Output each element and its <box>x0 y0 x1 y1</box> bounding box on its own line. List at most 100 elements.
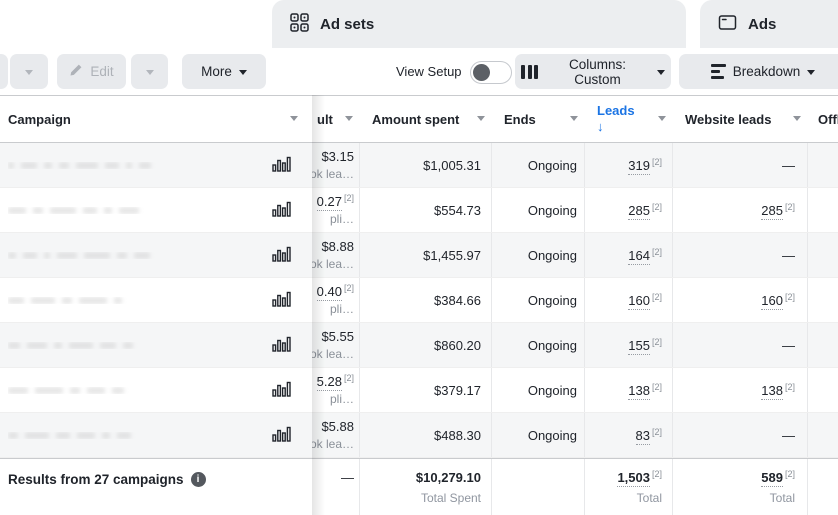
table-row[interactable]: 0.40 [2] pli… $384.66 Ongoing 160 [2] 160 [2] <box>0 278 838 323</box>
sort-descending-icon: ↓ <box>597 119 604 134</box>
tab-campaigns-active[interactable] <box>0 0 268 48</box>
clipped-toolbar-button[interactable] <box>0 54 8 89</box>
column-header-campaign[interactable]: Campaign <box>0 96 312 142</box>
view-charts-icon[interactable] <box>272 336 292 355</box>
view-charts-icon[interactable] <box>272 201 292 220</box>
more-button[interactable]: More <box>182 54 266 89</box>
tab-ad-sets-label: Ad sets <box>320 15 375 33</box>
footnote-ref: [2] <box>784 381 795 392</box>
cell-value[interactable]: 160 <box>761 292 783 310</box>
cell-value[interactable]: 138 <box>628 382 650 400</box>
view-charts-icon[interactable] <box>272 156 292 175</box>
columns-button[interactable]: Columns: Custom <box>515 54 671 89</box>
cell-value[interactable]: 319 <box>628 157 650 175</box>
table-row[interactable]: $5.55 ok lea… $860.20 Ongoing 155 [2] — <box>0 323 838 368</box>
view-charts-icon[interactable] <box>272 291 292 310</box>
toggle-knob <box>473 64 490 81</box>
column-header-offline[interactable]: Offl <box>808 96 838 142</box>
cell-value[interactable]: 164 <box>628 247 650 265</box>
column-header-amount-spent[interactable]: Amount spent <box>360 96 492 142</box>
cell-value[interactable]: 5.28 <box>316 374 342 391</box>
campaign-cell[interactable] <box>0 188 312 232</box>
cell-value[interactable]: 0.40 <box>316 284 342 301</box>
ads-icon <box>718 13 737 36</box>
tab-ads[interactable]: Ads <box>700 0 838 48</box>
website-leads-cell: 285 [2] <box>673 188 808 232</box>
cell-value[interactable]: 138 <box>761 382 783 400</box>
table-row[interactable]: $8.88 ok lea… $1,455.97 Ongoing 164 [2] — <box>0 233 838 278</box>
column-label: Website leads <box>685 111 772 127</box>
table-row[interactable]: $5.88 ok lea… $488.30 Ongoing 83 [2] — <box>0 413 838 458</box>
leads-total[interactable]: 1,503 <box>617 470 650 487</box>
view-setup-toggle[interactable] <box>470 61 512 84</box>
table-row[interactable]: 0.27 [2] pli… $554.73 Ongoing 285 [2] 285 [2] <box>0 188 838 233</box>
chevron-down-icon <box>345 116 353 125</box>
cost-per-result-cell: $8.88 ok lea… <box>312 233 360 277</box>
cell-value[interactable]: 285 <box>628 202 650 220</box>
cost-per-result-cell: 0.40 [2] pli… <box>312 278 360 322</box>
amount-spent-total: $10,279.10 <box>415 470 481 485</box>
cell-value: — <box>782 427 795 443</box>
campaign-cell[interactable] <box>0 233 312 277</box>
result-type-caption: pli… <box>329 392 354 406</box>
offline-leads-cell <box>808 323 838 367</box>
column-label: Leads <box>597 103 635 119</box>
website-leads-cell: — <box>673 413 808 457</box>
column-label: Campaign <box>8 111 71 127</box>
table-row[interactable]: $3.15 ok lea… $1,005.31 Ongoing 319 [2] — <box>0 143 838 188</box>
cell-value: — <box>782 157 795 173</box>
footnote-ref: [2] <box>651 291 662 302</box>
edit-button[interactable]: Edit <box>57 54 126 89</box>
footnote-ref: [2] <box>343 193 354 203</box>
result-type-caption: ok lea… <box>312 257 354 271</box>
cell-value: Ongoing <box>527 157 577 173</box>
table-footer: Results from 27 campaigns i — $10,279.10… <box>0 458 838 515</box>
campaign-cell[interactable] <box>0 413 312 457</box>
info-icon[interactable]: i <box>190 471 206 487</box>
cell-value[interactable]: 285 <box>761 202 783 220</box>
view-charts-icon[interactable] <box>272 381 292 400</box>
website-leads-total-caption: Total <box>769 491 795 505</box>
toolbar-dropdown-button[interactable] <box>10 54 48 89</box>
cell-value: $1,455.97 <box>423 247 481 263</box>
column-header-ends[interactable]: Ends <box>492 96 585 142</box>
leads-cell: 138 [2] <box>585 368 673 412</box>
cost-total: — <box>341 470 354 485</box>
cell-value: $5.88 <box>321 419 354 434</box>
cell-value: Ongoing <box>527 247 577 263</box>
leads-cell: 164 [2] <box>585 233 673 277</box>
campaign-cell[interactable] <box>0 323 312 367</box>
view-charts-icon[interactable] <box>272 426 292 445</box>
column-header-cost-per-result[interactable]: ult <box>312 96 360 142</box>
cell-value: Ongoing <box>527 382 577 398</box>
cell-value[interactable]: 155 <box>628 337 650 355</box>
campaign-cell[interactable] <box>0 143 312 187</box>
campaigns-toolbar: Edit More View Setup Columns: Custom Bre… <box>0 48 838 95</box>
cell-value: Ongoing <box>527 427 577 443</box>
website-leads-total[interactable]: 589 <box>761 470 783 487</box>
cell-value: — <box>782 247 795 263</box>
edit-dropdown-button[interactable] <box>131 54 168 89</box>
campaign-cell[interactable] <box>0 278 312 322</box>
offline-leads-cell <box>808 143 838 187</box>
campaign-cell[interactable] <box>0 368 312 412</box>
cell-value[interactable]: 0.27 <box>316 194 342 211</box>
column-header-leads[interactable]: Leads ↓ <box>585 96 673 142</box>
column-header-website-leads[interactable]: Website leads <box>673 96 808 142</box>
result-type-caption: ok lea… <box>312 167 354 181</box>
result-type-caption: ok lea… <box>312 437 354 451</box>
table-row[interactable]: 5.28 [2] pli… $379.17 Ongoing 138 [2] 138 [2] <box>0 368 838 413</box>
cell-value[interactable]: 83 <box>635 427 650 445</box>
leads-total-caption: Total <box>636 491 662 505</box>
view-charts-icon[interactable] <box>272 246 292 265</box>
cell-value[interactable]: 160 <box>628 292 650 310</box>
cell-value: $3.15 <box>321 149 354 164</box>
tab-ad-sets[interactable]: Ad sets <box>272 0 686 48</box>
chevron-down-icon <box>807 69 816 79</box>
amount-spent-total-cell: $10,279.10 Total Spent <box>360 459 492 515</box>
cell-value: $5.55 <box>321 329 354 344</box>
breakdown-button[interactable]: Breakdown <box>679 54 838 89</box>
amount-spent-cell: $1,455.97 <box>360 233 492 277</box>
cell-value: — <box>782 337 795 353</box>
view-setup-label: View Setup <box>396 64 462 79</box>
